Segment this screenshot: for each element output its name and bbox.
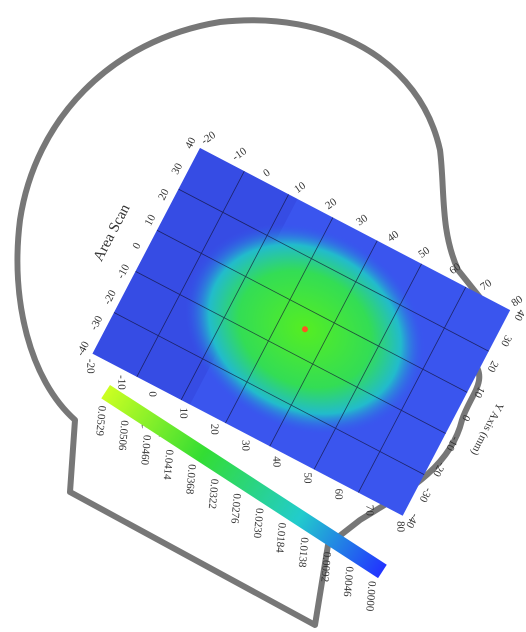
x-tick-label: -20 bbox=[84, 359, 96, 374]
x-tick-label: 0 bbox=[146, 391, 158, 397]
x-tick-label: -10 bbox=[115, 375, 127, 390]
grid-line bbox=[135, 271, 446, 434]
peak-marker bbox=[301, 326, 308, 333]
x-tick-label: 50 bbox=[301, 472, 313, 484]
x-tick-label: 70 bbox=[363, 505, 375, 517]
x-tick-label: 10 bbox=[177, 408, 189, 420]
x-tick-label: 70 bbox=[478, 277, 494, 293]
y-tick-label: 20 bbox=[156, 186, 172, 202]
x-tick-label: 10 bbox=[292, 179, 308, 195]
x-tick-label: 0 bbox=[261, 166, 273, 179]
colorbar-tick-label: 0.0092 bbox=[318, 551, 333, 582]
y-tick-label: 0 bbox=[130, 240, 143, 251]
y-tick-label: 40 bbox=[183, 135, 199, 151]
colorbar-tick-label: 0.0276 bbox=[228, 493, 243, 525]
colorbar-tick-label: 0.0529 bbox=[93, 405, 108, 437]
y-tick-label: 40 bbox=[511, 307, 526, 323]
colorbar: 0.0529 0.0506 0.0460 0.0414 0.0368 0.0322 0.02… bbox=[93, 385, 387, 613]
colorbar-tick-label: 0.0506 bbox=[116, 420, 131, 452]
colorbar-tick-label: 0.0230 bbox=[251, 507, 266, 539]
colorbar-tick-label: 0.0460 bbox=[138, 434, 153, 466]
colorbar-tick-label: 0.0138 bbox=[296, 537, 311, 569]
x-tick-label: 20 bbox=[323, 196, 339, 212]
grid-line bbox=[358, 286, 467, 493]
y-tick-label: 30 bbox=[169, 161, 185, 177]
x-tick-label: 30 bbox=[239, 440, 251, 452]
y-tick-label: -10 bbox=[115, 262, 133, 281]
y-tick-label: -30 bbox=[88, 313, 106, 332]
colorbar-tick-label: 0.0184 bbox=[273, 522, 288, 554]
x-tick-label: 40 bbox=[270, 456, 282, 468]
grid-line bbox=[180, 194, 289, 401]
plot-title: Area Scan bbox=[91, 201, 134, 264]
y-tick-label: 30 bbox=[498, 333, 514, 349]
x-tick-label: 80 bbox=[394, 521, 406, 533]
grid-line bbox=[113, 312, 425, 475]
y-tick-label: 20 bbox=[484, 359, 500, 375]
x-tick-label: 60 bbox=[332, 489, 344, 501]
scan-plot: -20-20-10-100010102020303040405050606070… bbox=[75, 129, 526, 533]
y-axis-label: Y Axis (mm) bbox=[468, 401, 505, 458]
colorbar-tick-label: 0.0046 bbox=[341, 566, 356, 598]
colorbar-tick-label: 0.0368 bbox=[183, 464, 198, 496]
y-tick-label: 0 bbox=[459, 413, 472, 424]
x-tick-label: 40 bbox=[385, 228, 401, 244]
grid-line bbox=[178, 188, 489, 352]
x-tick-label: 20 bbox=[208, 424, 220, 436]
grid-line bbox=[313, 263, 422, 470]
colorbar-tick-label: 0.0322 bbox=[206, 478, 221, 509]
grid-line bbox=[225, 217, 334, 424]
x-tick-label: 50 bbox=[416, 244, 432, 260]
y-tick-label: -30 bbox=[416, 486, 434, 505]
y-tick-label: 10 bbox=[143, 212, 159, 228]
grid-line bbox=[136, 170, 245, 377]
colorbar-tick-label: 0.0414 bbox=[161, 449, 176, 481]
x-tick-label: -20 bbox=[199, 129, 218, 147]
y-tick-label: -20 bbox=[430, 460, 448, 479]
colorbar-bar bbox=[101, 385, 387, 579]
grid-line bbox=[269, 240, 378, 447]
y-tick-label: -20 bbox=[101, 288, 119, 307]
head-outline bbox=[14, 17, 496, 628]
grid-line bbox=[156, 229, 468, 393]
x-tick-label: 30 bbox=[354, 212, 370, 228]
colorbar-tick-label: 0.0000 bbox=[363, 581, 378, 613]
y-tick-label: -40 bbox=[75, 339, 93, 358]
x-tick-label: -10 bbox=[230, 145, 249, 163]
